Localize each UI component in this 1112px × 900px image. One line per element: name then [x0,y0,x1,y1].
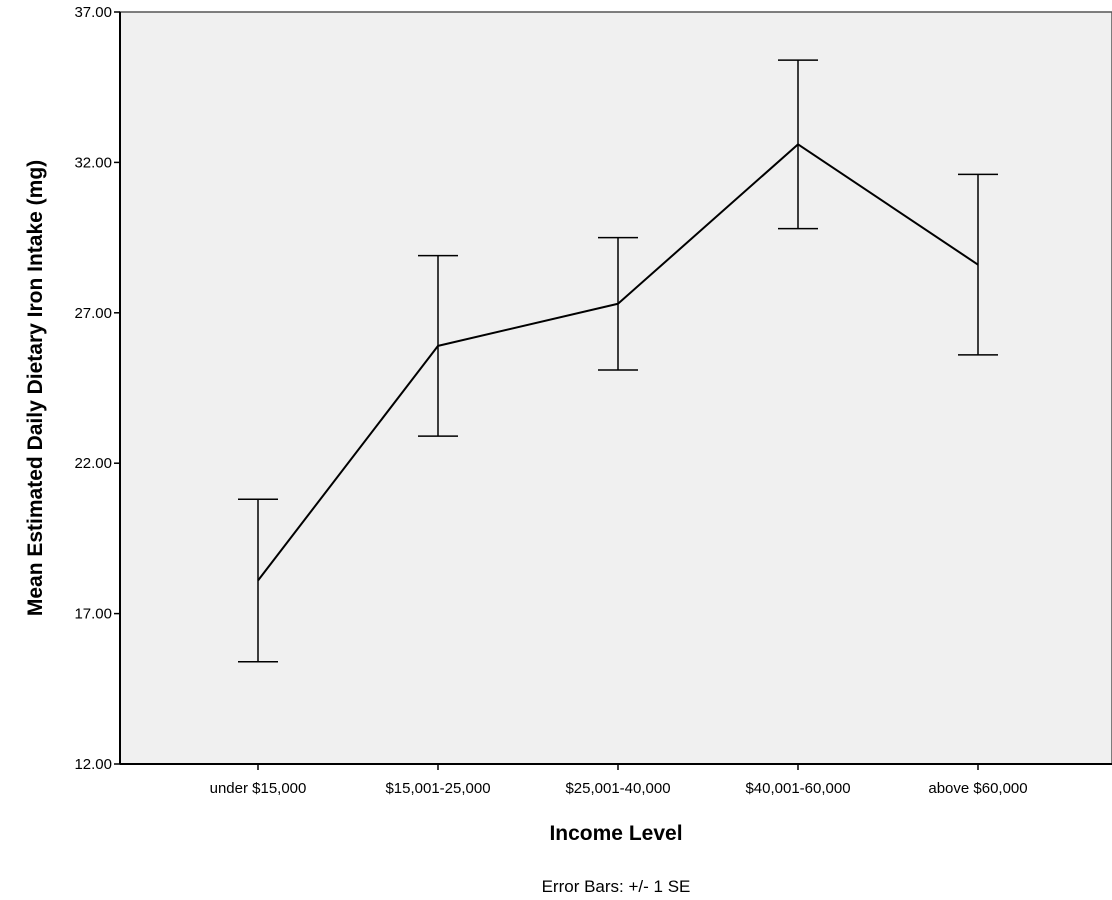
x-tick-label: $40,001-60,000 [745,780,850,797]
y-tick-label: 17.00 [74,606,112,623]
y-axis-title: Mean Estimated Daily Dietary Iron Intake… [24,160,47,616]
series-lines [257,143,979,582]
y-tick-label: 12.00 [74,756,112,773]
data-point [797,143,799,145]
x-tick-label: above $60,000 [928,780,1027,797]
y-tick-label: 37.00 [74,4,112,21]
y-axis: 12.00 17.00 22.00 27.00 32.00 37.00 [74,4,121,773]
data-point [257,580,259,582]
x-tick-label: $25,001-40,000 [565,780,670,797]
error-bar-footnote: Error Bars: +/- 1 SE [542,877,691,896]
x-axis-title: Income Level [549,822,682,845]
y-tick-label: 32.00 [74,154,112,171]
x-tick-label: $15,001-25,000 [385,780,490,797]
data-point [437,345,439,347]
x-tick-label: under $15,000 [210,780,307,797]
y-tick-label: 22.00 [74,455,112,472]
data-point [617,303,619,305]
x-axis: under $15,000 $15,001-25,000 $25,001-40,00… [120,763,1112,797]
y-tick-label: 27.00 [74,305,112,322]
plot-area [119,11,1112,765]
data-point [977,264,979,266]
